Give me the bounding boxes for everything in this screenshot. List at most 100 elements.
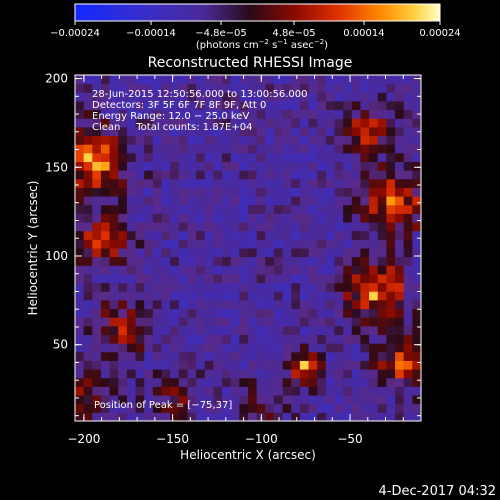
heatmap-cell [273, 75, 284, 85]
heatmap-cell [118, 291, 128, 301]
heatmap-cell [369, 403, 379, 413]
heatmap-cell [403, 170, 413, 180]
heatmap-cell [360, 265, 370, 275]
heatmap-cell [360, 282, 370, 292]
heatmap-cell [377, 256, 387, 266]
heatmap-cell [386, 282, 396, 292]
heatmap-cell [351, 196, 361, 206]
heatmap-cell [317, 144, 327, 154]
heatmap-cell [377, 144, 387, 154]
heatmap-cell [222, 248, 232, 258]
heatmap-cell [386, 256, 396, 266]
heatmap-cell [360, 239, 370, 249]
heatmap-cell [351, 386, 361, 396]
heatmap-cell [187, 118, 197, 128]
heatmap-cell [100, 291, 111, 301]
heatmap-cell [222, 83, 232, 93]
heatmap-cell [178, 299, 188, 310]
heatmap-cell [395, 412, 405, 421]
heatmap-cell [403, 118, 413, 128]
heatmap-cell [351, 369, 361, 379]
heatmap-cell [334, 100, 344, 111]
heatmap-cell [239, 265, 249, 275]
heatmap-cell [256, 118, 266, 128]
heatmap-cell [291, 395, 301, 405]
heatmap-cell [334, 144, 344, 154]
x-axis-ticks: −200 −150 −100 −50 [67, 75, 422, 446]
heatmap-cell [92, 369, 102, 379]
heatmap-cell [135, 256, 145, 266]
heatmap-cell [92, 135, 102, 145]
heatmap-cell [92, 299, 102, 310]
heatmap-cell [248, 273, 258, 284]
heatmap-cell [118, 360, 128, 370]
heatmap-cell [248, 325, 258, 335]
heatmap-cell [100, 196, 111, 206]
heatmap-cell [369, 317, 379, 327]
heatmap-cell [377, 222, 387, 232]
heatmap-cell [369, 75, 379, 85]
heatmap-cell [317, 135, 327, 145]
heatmap-cell [317, 100, 327, 111]
heatmap-cell [403, 100, 413, 111]
heatmap-cell [75, 187, 85, 197]
heatmap-cell [273, 412, 284, 421]
heatmap-cell [213, 248, 223, 258]
heatmap-cell [351, 239, 361, 249]
heatmap-cell [161, 325, 171, 335]
heatmap-cell [75, 317, 85, 327]
heatmap-cell [248, 100, 258, 111]
heatmap-cell [204, 161, 214, 171]
heatmap-cell [248, 360, 258, 370]
heatmap-cell [343, 83, 353, 93]
heatmap-cell [152, 325, 162, 335]
heatmap-cell [230, 377, 240, 387]
heatmap-cell [100, 412, 111, 421]
heatmap-cell [343, 213, 353, 223]
heatmap-cell [403, 178, 413, 188]
heatmap-cell [282, 196, 292, 206]
heatmap-cell [369, 360, 379, 370]
heatmap-cell [299, 334, 310, 344]
heatmap-cell [161, 265, 171, 275]
heatmap-cell [126, 144, 137, 154]
heatmap-cell [75, 343, 85, 353]
heatmap-cell [256, 317, 266, 327]
heatmap-cell [308, 291, 318, 301]
heatmap-cell [187, 282, 197, 292]
heatmap-cell [334, 222, 344, 232]
unit-part-2: s [269, 40, 277, 51]
heatmap-cell [377, 239, 387, 249]
heatmap-cell [334, 118, 344, 128]
heatmap-cell [118, 282, 128, 292]
heatmap-cell [403, 222, 413, 232]
heatmap-cell [109, 152, 119, 162]
heatmap-cell [265, 109, 275, 119]
heatmap-cell [248, 317, 258, 327]
heatmap-cell [178, 152, 188, 162]
heatmap-cell [135, 282, 145, 292]
heatmap-cell [395, 152, 405, 162]
heatmap-cell [178, 204, 188, 214]
heatmap-cell [126, 178, 137, 188]
heatmap-cell [135, 273, 145, 284]
heatmap-cell [308, 317, 318, 327]
heatmap-cell [412, 395, 421, 405]
heatmap-cell [308, 412, 318, 421]
heatmap-cell [100, 395, 111, 405]
heatmap-cell [291, 248, 301, 258]
heatmap-cell [325, 256, 335, 266]
heatmap-cell [75, 265, 85, 275]
heatmap-cell [178, 170, 188, 180]
heatmap-cell [126, 265, 137, 275]
heatmap-cell [386, 369, 396, 379]
heatmap-cell [196, 256, 206, 266]
heatmap-cell [118, 386, 128, 396]
heatmap-cell [343, 334, 353, 344]
heatmap-cell [170, 196, 180, 206]
heatmap-cell [377, 170, 387, 180]
heatmap-cell [75, 395, 85, 405]
heatmap-cell [317, 239, 327, 249]
heatmap-cell [299, 239, 310, 249]
heatmap-cell [256, 230, 266, 240]
